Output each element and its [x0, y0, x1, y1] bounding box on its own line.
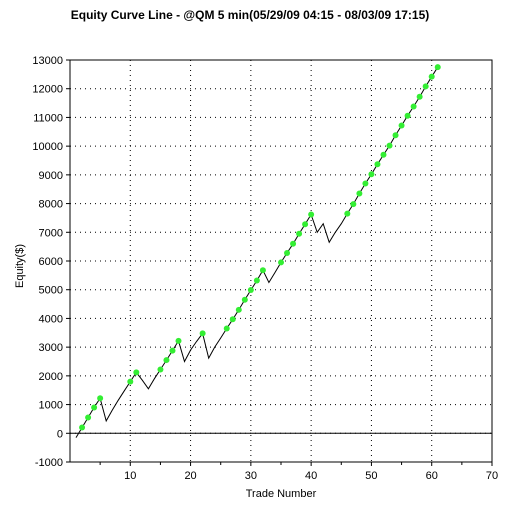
equity-point: [290, 240, 297, 247]
equity-point: [223, 325, 230, 332]
y-tick-label: 0: [57, 428, 63, 440]
equity-point: [368, 171, 375, 178]
y-tick-label: -1000: [35, 457, 63, 469]
equity-point: [278, 259, 284, 266]
y-tick-label: 2000: [39, 371, 63, 383]
equity-point: [434, 64, 441, 71]
equity-point: [392, 132, 399, 139]
x-tick-label: 10: [124, 470, 136, 482]
x-tick-label: 20: [184, 470, 196, 482]
tick-layer: -1000 0 1000 2000 3000 4000 5000 6000 7000 8000 90…: [32, 55, 498, 482]
equity-point: [175, 337, 182, 344]
y-tick-label: 9000: [39, 170, 63, 182]
equity-point: [422, 83, 429, 90]
equity-point: [404, 112, 411, 119]
x-tick-label: 50: [365, 470, 377, 482]
equity-point: [163, 357, 170, 364]
equity-point: [374, 161, 381, 168]
y-tick-label: 11000: [33, 112, 63, 124]
y-tick-label: 4000: [39, 313, 63, 325]
equity-point: [428, 73, 435, 80]
equity-point: [241, 296, 248, 303]
equity-point: [235, 306, 242, 313]
y-tick-label: 6000: [39, 256, 63, 268]
equity-point: [169, 347, 176, 354]
y-tick-label: 3000: [39, 342, 63, 354]
equity-point: [79, 424, 86, 431]
equity-point: [416, 93, 423, 100]
equity-point: [91, 404, 98, 411]
plot-frame: [69, 59, 493, 463]
equity-point: [229, 316, 236, 323]
x-tick-label: 40: [305, 470, 317, 482]
equity-point: [386, 142, 393, 149]
equity-point: [350, 201, 357, 208]
equity-point: [247, 287, 254, 294]
x-axis-label: Trade Number: [245, 488, 317, 500]
equity-point: [284, 249, 291, 256]
equity-point: [85, 414, 92, 421]
x-tick-label: 70: [486, 470, 498, 482]
equity-point: [259, 267, 266, 274]
equity-point: [302, 221, 309, 228]
equity-point: [398, 122, 405, 129]
equity-point: [157, 366, 164, 373]
equity-point: [356, 190, 363, 197]
y-tick-label: 13000: [32, 55, 63, 67]
equity-point: [380, 151, 387, 158]
y-tick-label: 12000: [32, 84, 63, 96]
y-tick-label: 8000: [39, 199, 63, 211]
equity-point: [308, 211, 315, 218]
equity-point: [127, 378, 134, 385]
y-tick-label: 7000: [39, 227, 63, 239]
series-layer: [75, 64, 441, 438]
equity-point: [253, 277, 260, 284]
chart-title: Equity Curve Line - @QM 5 min(05/29/09 0…: [70, 8, 430, 22]
equity-point: [133, 369, 140, 376]
y-tick-label: 1000: [39, 400, 63, 412]
x-tick-label: 60: [426, 470, 438, 482]
equity-point: [410, 103, 417, 110]
y-tick-label: 5000: [39, 285, 63, 297]
x-tick-label: 30: [245, 470, 257, 482]
equity-point: [296, 230, 303, 237]
grid-layer: [70, 60, 492, 462]
equity-point: [199, 330, 206, 337]
equity-point: [362, 180, 369, 187]
y-tick-label: 10000: [32, 141, 63, 153]
equity-point: [97, 395, 104, 402]
equity-point: [344, 210, 351, 217]
